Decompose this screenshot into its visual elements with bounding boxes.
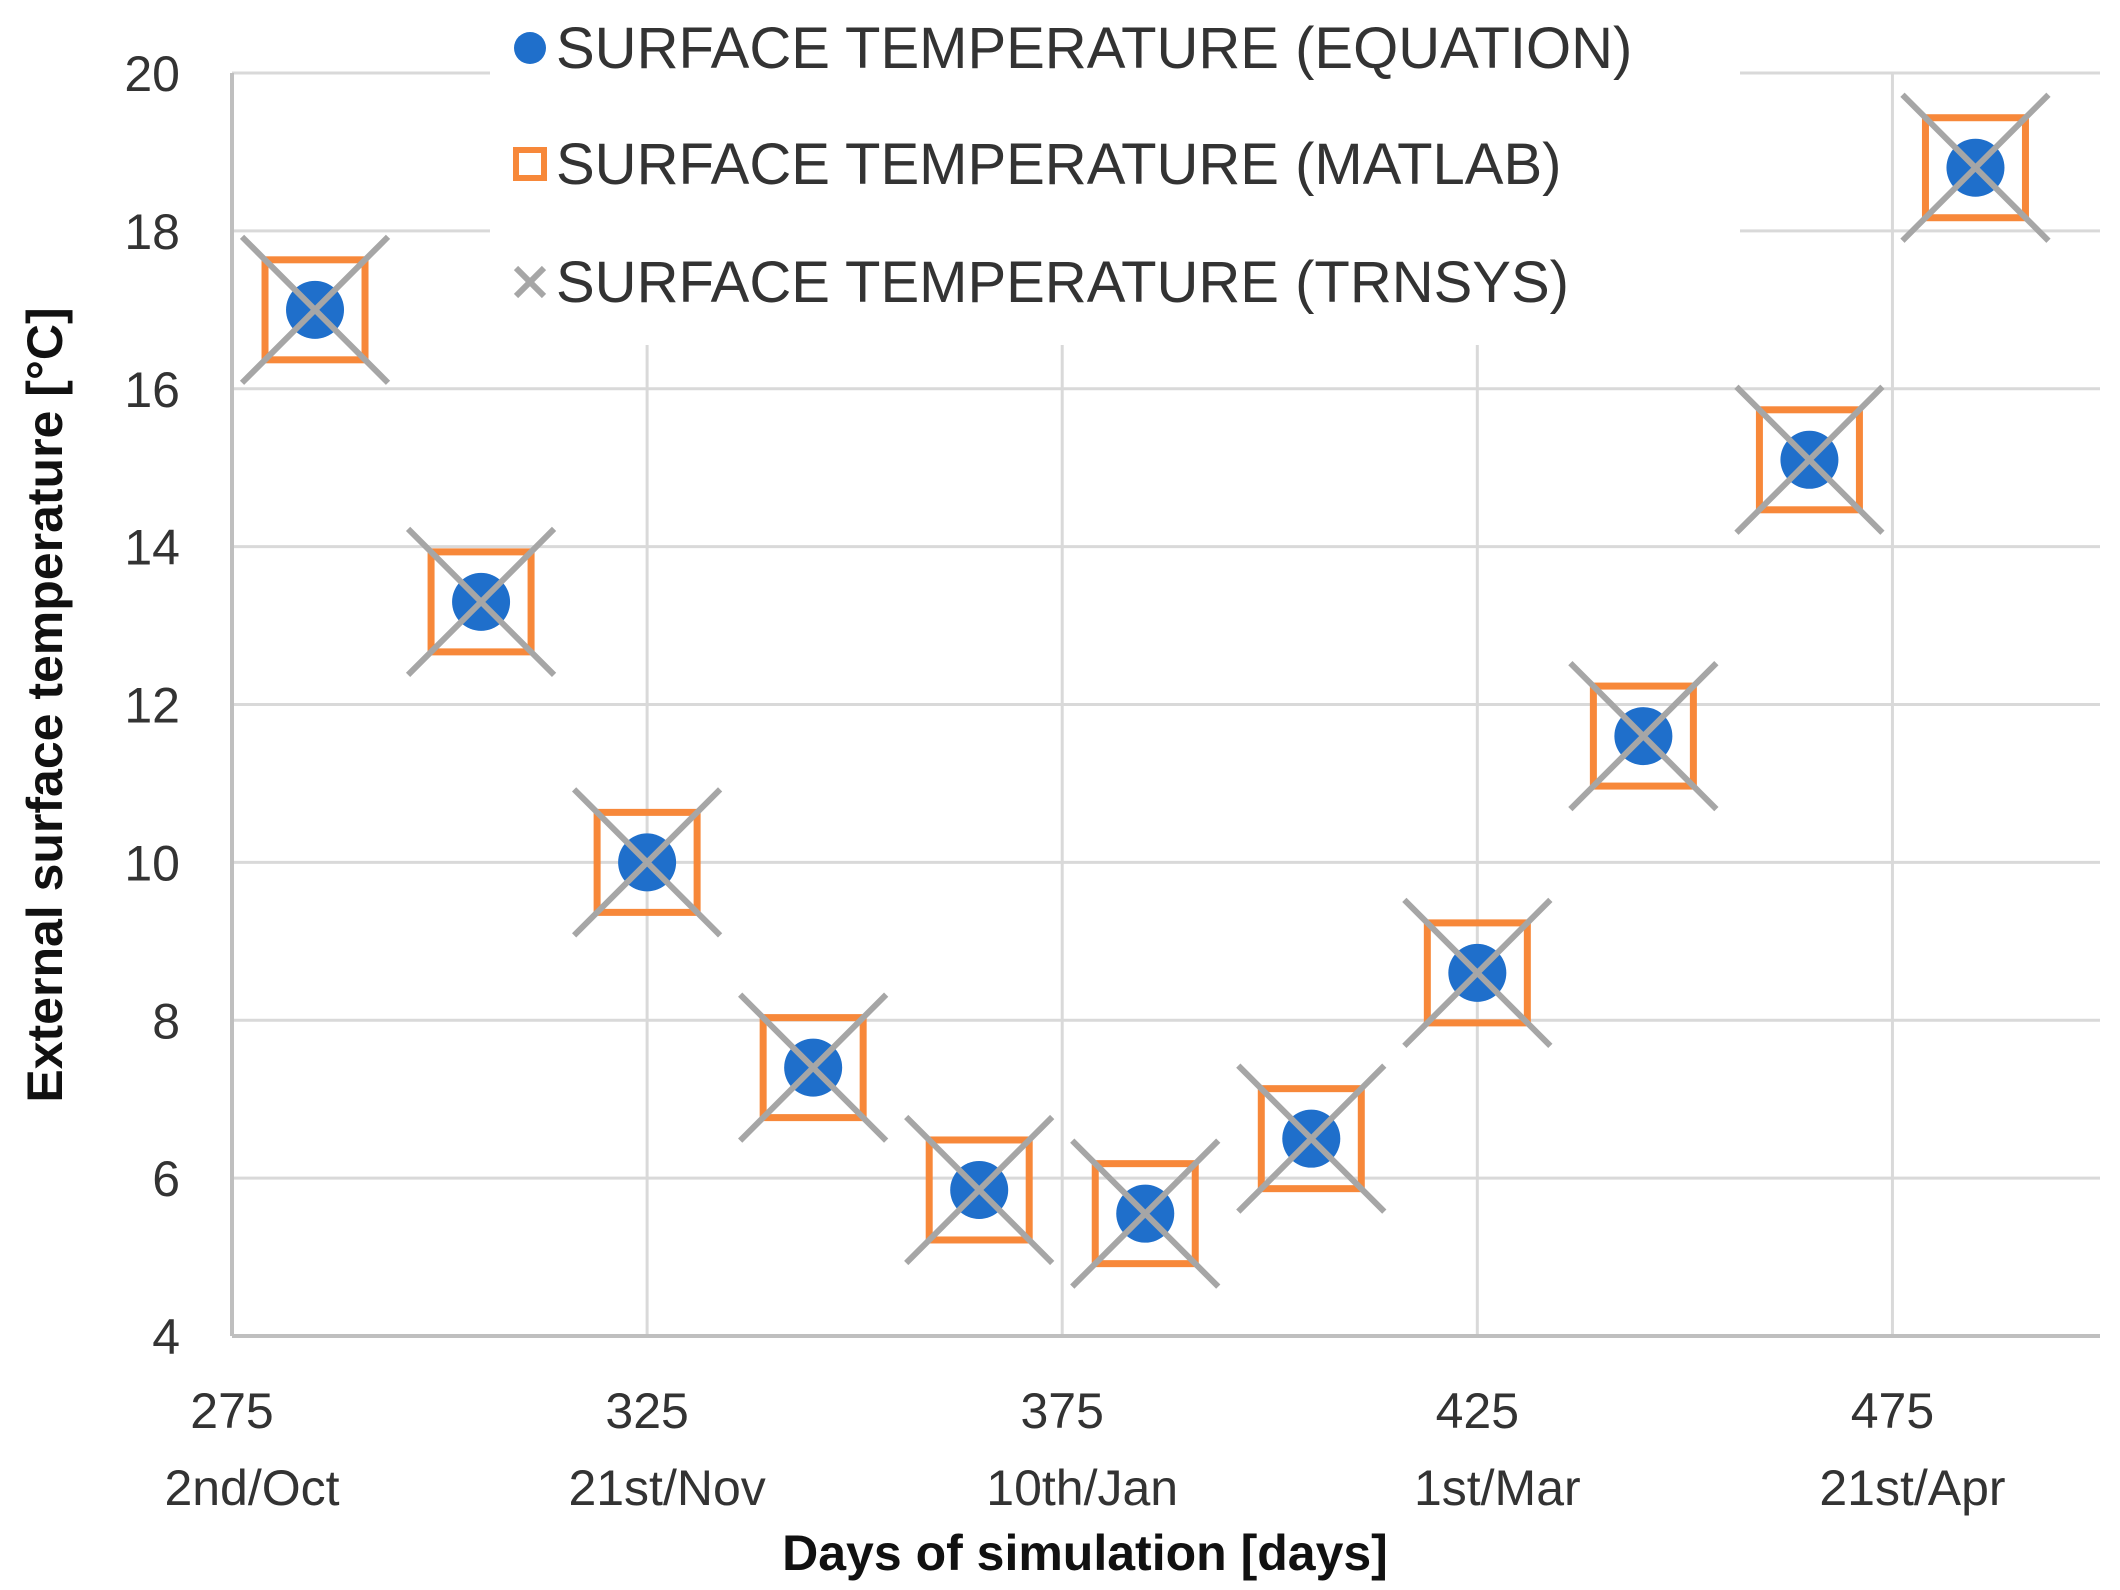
trnsys-x-stroke bbox=[1236, 1063, 1387, 1214]
legend-x-stroke bbox=[513, 265, 547, 299]
trnsys-x-stroke bbox=[1402, 897, 1553, 1049]
matlab-square-marker bbox=[427, 548, 535, 656]
legend-background bbox=[490, 0, 1740, 345]
trnsys-x-marker bbox=[1402, 897, 1553, 1049]
trnsys-x-marker bbox=[405, 526, 557, 678]
matlab-square-marker bbox=[593, 808, 701, 916]
matlab-square-marker bbox=[759, 1014, 867, 1122]
trnsys-x-marker bbox=[1734, 384, 1885, 535]
y-tick-label: 12 bbox=[124, 678, 180, 734]
trnsys-x-marker bbox=[904, 1114, 1055, 1266]
x-tick-label: 275 bbox=[190, 1383, 273, 1439]
x-axis-title: Days of simulation [days] bbox=[782, 1525, 1388, 1581]
trnsys-x-marker bbox=[571, 787, 723, 938]
x-tick-sublabel: 1st/Mar bbox=[1414, 1460, 1581, 1516]
matlab-square-marker bbox=[1423, 919, 1531, 1027]
trnsys-x-marker bbox=[1236, 1063, 1387, 1214]
trnsys-x-marker bbox=[239, 234, 391, 385]
trnsys-x-stroke bbox=[1900, 92, 2051, 243]
y-tick-label: 14 bbox=[124, 520, 180, 576]
x-tick-sublabel: 21st/Nov bbox=[568, 1460, 765, 1516]
x-tick-label: 425 bbox=[1436, 1383, 1519, 1439]
y-tick-label: 18 bbox=[124, 204, 180, 260]
matlab-square-marker bbox=[1921, 114, 2029, 222]
tick-labels: 4 6 8 10 12 14 16 18 20 275 2nd/Oct 325 21st/Nov 375 1… bbox=[124, 46, 2005, 1516]
y-tick-label: 20 bbox=[124, 46, 180, 102]
trnsys-x-marker bbox=[1070, 1138, 1221, 1289]
trnsys-x-marker bbox=[1900, 92, 2051, 243]
y-tick-label: 16 bbox=[124, 362, 180, 418]
x-tick-sublabel: 2nd/Oct bbox=[164, 1460, 339, 1516]
y-axis-title: External surface temperature [°C] bbox=[17, 307, 73, 1102]
matlab-square-marker bbox=[1755, 406, 1863, 514]
legend-circle-icon bbox=[514, 32, 546, 64]
y-tick-label: 6 bbox=[152, 1151, 180, 1207]
axes bbox=[230, 73, 2100, 1338]
x-tick-label: 325 bbox=[605, 1383, 688, 1439]
trnsys-x-stroke bbox=[1070, 1138, 1221, 1289]
matlab-square-marker bbox=[1091, 1160, 1199, 1268]
y-tick-label: 4 bbox=[152, 1309, 180, 1365]
x-tick-label: 375 bbox=[1021, 1383, 1104, 1439]
trnsys-x-stroke bbox=[405, 526, 557, 678]
trnsys-x-stroke bbox=[738, 992, 889, 1143]
x-tick-label: 475 bbox=[1851, 1383, 1934, 1439]
trnsys-x-marker bbox=[738, 992, 889, 1143]
legend-label: SURFACE TEMPERATURE (TRNSYS) bbox=[556, 250, 1569, 315]
matlab-square-marker bbox=[1589, 682, 1697, 790]
x-tick-sublabel: 21st/Apr bbox=[1819, 1460, 2005, 1516]
matlab-square-marker bbox=[1257, 1085, 1365, 1193]
trnsys-x-stroke bbox=[571, 787, 723, 938]
trnsys-x-stroke bbox=[239, 234, 391, 385]
trnsys-x-stroke bbox=[904, 1114, 1055, 1266]
trnsys-x-stroke bbox=[1568, 660, 1719, 812]
data-marks bbox=[239, 92, 2051, 1289]
trnsys-x-marker bbox=[1568, 660, 1719, 812]
y-tick-label: 8 bbox=[152, 993, 180, 1049]
legend-x-icon bbox=[513, 265, 547, 299]
matlab-square-marker bbox=[261, 256, 369, 364]
y-tick-label: 10 bbox=[124, 835, 180, 891]
legend-square-icon bbox=[513, 147, 547, 181]
legend-label: SURFACE TEMPERATURE (MATLAB) bbox=[556, 132, 1561, 197]
matlab-square-marker bbox=[925, 1136, 1033, 1244]
trnsys-x-stroke bbox=[1734, 384, 1885, 535]
legend-label: SURFACE TEMPERATURE (EQUATION) bbox=[556, 16, 1632, 81]
legend: SURFACE TEMPERATURE (EQUATION) SURFACE TE… bbox=[513, 16, 1632, 315]
x-tick-sublabel: 10th/Jan bbox=[986, 1460, 1178, 1516]
